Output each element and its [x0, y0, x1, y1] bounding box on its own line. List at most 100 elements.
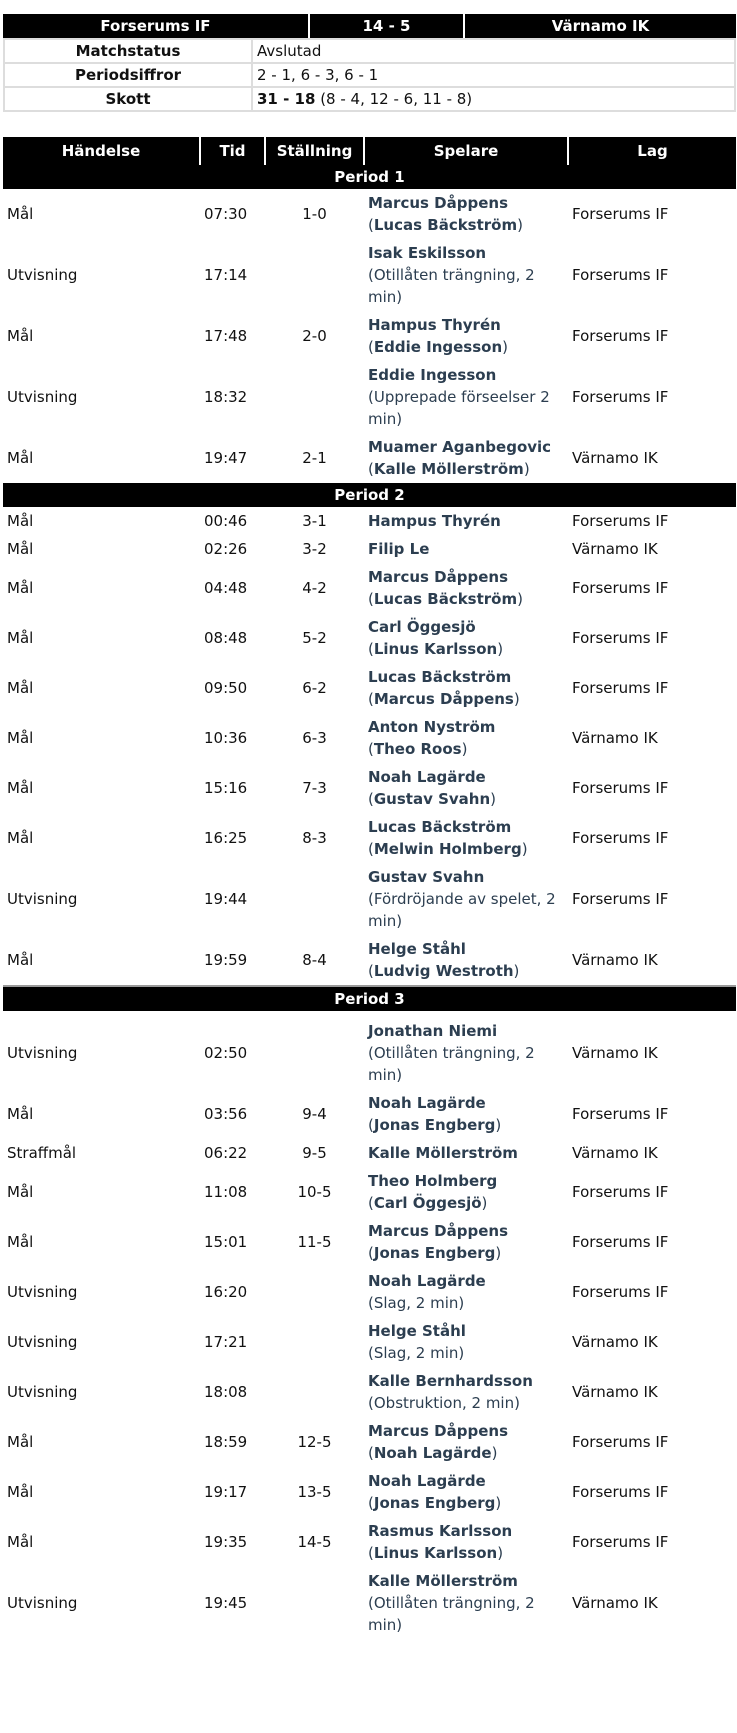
penalty-reason: Obstruktion, 2 min: [373, 1394, 515, 1412]
penalty-reason: Otillåten trängning, 2 min: [368, 1044, 535, 1084]
event-score: [265, 1267, 364, 1317]
player-name[interactable]: Jonathan Niemi: [368, 1022, 498, 1040]
assist-name[interactable]: Lucas Bäckström: [373, 216, 518, 234]
player-name[interactable]: Anton Nyström: [368, 718, 496, 736]
event-row: Utvisning 17:21 Helge Ståhl (Slag, 2 min) Vä…: [3, 1317, 736, 1367]
event-time: 17:14: [204, 266, 248, 284]
player-name[interactable]: Theo Holmberg: [368, 1172, 498, 1190]
player-name[interactable]: Kalle Bernhardsson: [368, 1372, 533, 1390]
event-time: 19:59: [200, 935, 265, 987]
away-team: Värnamo IK: [463, 14, 736, 38]
period-title: Period 1: [3, 165, 736, 189]
event-player-cell: Helge Ståhl (Slag, 2 min): [368, 1322, 466, 1362]
event-score: 12-5: [297, 1433, 332, 1451]
player-name[interactable]: Lucas Bäckström: [368, 668, 512, 686]
event-team: Forserums IF: [572, 1533, 669, 1551]
event-type: Utvisning: [7, 1383, 78, 1401]
event-time: 19:35: [204, 1533, 248, 1551]
event-player-cell: Filip Le: [364, 535, 568, 563]
assist-name[interactable]: Eddie Ingesson: [373, 338, 503, 356]
player-name[interactable]: Muamer Aganbegovic: [368, 438, 552, 456]
event-row: Mål 02:26 3-2 Filip Le Värnamo IK: [3, 535, 736, 563]
event-time: 18:32: [204, 388, 248, 406]
match-page: Forserums IF 14 - 5 Värnamo IK Matchstat…: [3, 14, 736, 1639]
player-name[interactable]: Helge Ståhl: [368, 940, 466, 958]
event-team: Värnamo IK: [572, 1383, 658, 1401]
final-score: 14 - 5: [308, 14, 464, 38]
player-name[interactable]: Filip Le: [368, 540, 430, 558]
assist-name[interactable]: Theo Roos: [373, 740, 462, 758]
assist-name[interactable]: Melwin Holmberg: [373, 840, 522, 858]
col-event: Händelse: [3, 137, 200, 165]
player-name[interactable]: Noah Lagärde: [368, 768, 486, 786]
player-name[interactable]: Noah Lagärde: [368, 1272, 486, 1290]
event-type: Utvisning: [7, 890, 78, 908]
event-type: Mål: [7, 1433, 34, 1451]
event-team: Forserums IF: [572, 829, 669, 847]
assist-name[interactable]: Jonas Engberg: [373, 1494, 496, 1512]
event-row: Utvisning 19:45 Kalle Möllerström (Otillåte…: [3, 1567, 736, 1639]
event-time: 19:17: [204, 1483, 248, 1501]
event-row: Mål 10:36 6-3 Anton Nyström (Theo Roos) Värna…: [3, 713, 736, 763]
player-name[interactable]: Kalle Möllerström: [368, 1572, 518, 1590]
assist-name[interactable]: Marcus Dåppens: [373, 690, 514, 708]
event-team: Forserums IF: [572, 512, 669, 530]
player-name[interactable]: Noah Lagärde: [368, 1472, 486, 1490]
player-name[interactable]: Eddie Ingesson: [368, 366, 497, 384]
assist-name[interactable]: Gustav Svahn: [373, 790, 491, 808]
player-name[interactable]: Gustav Svahn: [368, 868, 485, 886]
player-name[interactable]: Marcus Dåppens: [368, 1222, 508, 1240]
event-time: 18:59: [204, 1433, 248, 1451]
event-player-cell: Helge Ståhl (Ludvig Westroth): [364, 935, 568, 987]
player-name[interactable]: Carl Öggesjö: [368, 618, 476, 636]
penalty-reason: Slag, 2 min: [373, 1294, 459, 1312]
event-time: 19:44: [204, 890, 248, 908]
event-player-cell: Gustav Svahn (Fördröjande av spelet, 2 mi…: [368, 868, 556, 930]
event-type: Mål: [7, 1483, 34, 1501]
event-team: Forserums IF: [572, 388, 669, 406]
assist-name[interactable]: Kalle Möllerström: [373, 460, 524, 478]
assist-name[interactable]: Carl Öggesjö: [373, 1194, 482, 1212]
assist-name[interactable]: Jonas Engberg: [373, 1116, 496, 1134]
event-time: 15:01: [204, 1233, 248, 1251]
col-player: Spelare: [363, 137, 568, 165]
player-name[interactable]: Marcus Dåppens: [368, 568, 508, 586]
event-player-cell: Noah Lagärde (Gustav Svahn): [368, 768, 496, 808]
event-player-cell: Marcus Dåppens (Jonas Engberg): [368, 1222, 508, 1262]
player-name[interactable]: Rasmus Karlsson: [368, 1522, 513, 1540]
assist-name[interactable]: Noah Lagärde: [373, 1444, 492, 1462]
event-score: 13-5: [297, 1483, 332, 1501]
event-row: Mål 09:50 6-2 Lucas Bäckström (Marcus Dåppen…: [3, 663, 736, 713]
player-name[interactable]: Marcus Dåppens: [368, 194, 508, 212]
event-score: 6-3: [302, 729, 327, 747]
assist-name[interactable]: Linus Karlsson: [373, 640, 498, 658]
event-row: Mål 11:08 10-5 Theo Holmberg (Carl Öggesjö) F…: [3, 1167, 736, 1217]
event-team: Forserums IF: [572, 1233, 669, 1251]
player-name[interactable]: Marcus Dåppens: [368, 1422, 508, 1440]
assist-name[interactable]: Ludvig Westroth: [373, 962, 514, 980]
event-team: Värnamo IK: [572, 449, 658, 467]
player-name[interactable]: Isak Eskilsson: [368, 244, 487, 262]
player-name[interactable]: Noah Lagärde: [368, 1094, 486, 1112]
player-name[interactable]: Hampus Thyrén: [368, 512, 501, 530]
event-time: 11:08: [204, 1183, 248, 1201]
player-name[interactable]: Lucas Bäckström: [368, 818, 512, 836]
player-name[interactable]: Kalle Möllerström: [368, 1144, 518, 1162]
event-row: Mål 04:48 4-2 Marcus Dåppens (Lucas Bäckströ…: [3, 563, 736, 613]
col-team: Lag: [567, 137, 736, 165]
col-score: Ställning: [264, 137, 364, 165]
event-score: 7-3: [302, 779, 327, 797]
player-name[interactable]: Helge Ståhl: [368, 1322, 466, 1340]
event-score: 11-5: [297, 1233, 332, 1251]
event-score: [265, 1367, 364, 1417]
assist-name[interactable]: Lucas Bäckström: [373, 590, 518, 608]
event-player-cell: Muamer Aganbegovic (Kalle Möllerström): [368, 438, 552, 478]
event-row: Mål 19:59 8-4 Helge Ståhl (Ludvig Westroth) V…: [3, 935, 736, 987]
assist-name[interactable]: Linus Karlsson: [373, 1544, 498, 1562]
event-time: 17:48: [204, 327, 248, 345]
assist-name[interactable]: Jonas Engberg: [373, 1244, 496, 1262]
player-name[interactable]: Hampus Thyrén: [368, 316, 501, 334]
event-row: Utvisning 17:14 Isak Eskilsson (Otillåten t…: [3, 239, 736, 311]
event-type: Mål: [7, 729, 34, 747]
event-player-cell: Noah Lagärde (Jonas Engberg): [368, 1472, 502, 1512]
